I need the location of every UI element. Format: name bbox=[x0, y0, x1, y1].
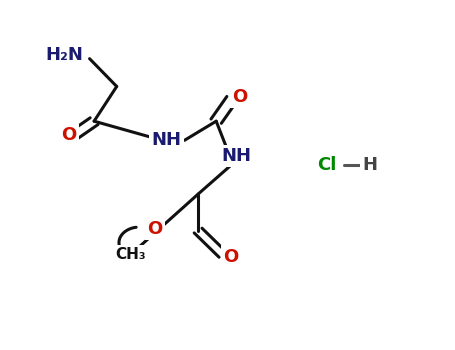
Text: CH₃: CH₃ bbox=[115, 247, 146, 262]
Text: NH: NH bbox=[152, 131, 182, 149]
Text: O: O bbox=[147, 220, 163, 238]
Text: O: O bbox=[223, 247, 239, 266]
Text: H: H bbox=[363, 156, 378, 174]
Text: O: O bbox=[61, 126, 77, 144]
Text: NH: NH bbox=[222, 147, 252, 165]
Text: O: O bbox=[233, 88, 248, 106]
Text: Cl: Cl bbox=[317, 156, 337, 174]
Text: H₂N: H₂N bbox=[46, 46, 84, 64]
